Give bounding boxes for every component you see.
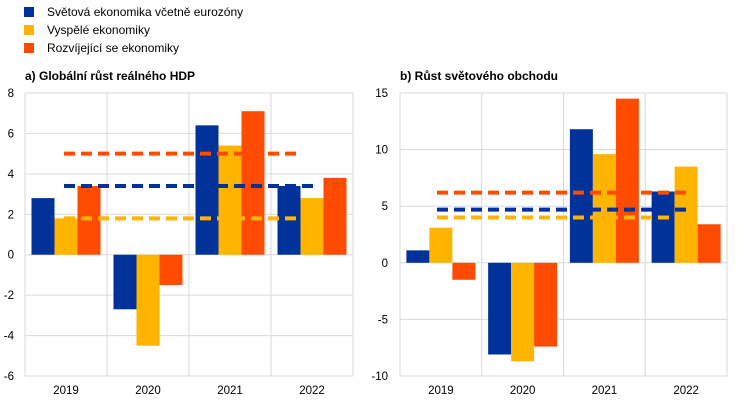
bar: [406, 250, 430, 263]
bar: [488, 262, 512, 355]
legend-item-advanced: Vyspělé ekonomiky: [24, 21, 243, 39]
y-tick-label: 2: [8, 209, 14, 221]
legend-item-world: Světová ekonomika včetně eurozóny: [24, 3, 243, 21]
y-tick-label: -5: [378, 314, 388, 326]
x-tick-label: 2019: [428, 385, 454, 397]
bar: [277, 185, 301, 255]
chart-title: b) Růst světového obchodu: [400, 69, 558, 83]
legend-swatch: [24, 7, 34, 17]
bar: [323, 177, 347, 255]
bar: [113, 254, 137, 310]
legend-label: Rozvíjející se ekonomiky: [47, 41, 180, 55]
chart-title: a) Globální růst reálného HDP: [25, 69, 195, 83]
legend-item-emerging: Rozvíjející se ekonomiky: [24, 39, 243, 57]
y-tick-label: 5: [382, 201, 388, 213]
chart-panel-a: a) Globální růst reálného HDP -6 -4 -2 0 2 4 6 8…: [4, 69, 354, 397]
bar: [241, 111, 265, 255]
bar: [452, 262, 476, 280]
bar: [218, 145, 242, 255]
y-tick-label: 15: [375, 88, 388, 100]
x-tick-label: 2020: [135, 385, 161, 397]
bar: [511, 262, 535, 362]
bar: [159, 254, 183, 286]
bar: [697, 224, 721, 263]
y-tick-label: 10: [375, 145, 388, 157]
x-tick-label: 2022: [299, 385, 325, 397]
x-tick-label: 2022: [673, 385, 699, 397]
legend: Světová ekonomika včetně eurozóny Vyspěl…: [24, 3, 243, 57]
legend-label: Světová ekonomika včetně eurozóny: [47, 5, 244, 19]
y-tick-label: -6: [4, 371, 14, 383]
y-tick-label: 6: [8, 128, 14, 140]
y-tick-label: 0: [382, 258, 388, 270]
y-tick-label: -4: [4, 331, 15, 343]
bar: [300, 198, 324, 255]
legend-swatch: [24, 43, 34, 53]
y-tick-label: 4: [8, 169, 15, 181]
x-tick-label: 2021: [592, 385, 618, 397]
bar: [592, 154, 616, 263]
bar: [54, 218, 78, 255]
bar: [569, 129, 593, 263]
bar: [136, 254, 160, 346]
bar: [674, 166, 698, 263]
bar: [651, 191, 675, 263]
bar: [31, 198, 55, 255]
x-tick-label: 2019: [53, 385, 79, 397]
bar: [195, 125, 219, 255]
y-tick-label: -10: [371, 371, 388, 383]
x-tick-label: 2020: [510, 385, 536, 397]
bar: [77, 185, 101, 255]
x-tick-label: 2021: [217, 385, 243, 397]
legend-label: Vyspělé ekonomiky: [47, 23, 150, 37]
legend-swatch: [24, 25, 34, 35]
y-tick-label: -2: [4, 290, 14, 302]
bar: [534, 262, 558, 347]
y-tick-label: 0: [8, 250, 14, 262]
bar: [429, 227, 453, 263]
chart-panel-b: b) Růst světového obchodu -10 -5 0 5 10 15 2019…: [371, 69, 728, 397]
y-tick-label: 8: [8, 88, 14, 100]
bar: [615, 98, 639, 263]
